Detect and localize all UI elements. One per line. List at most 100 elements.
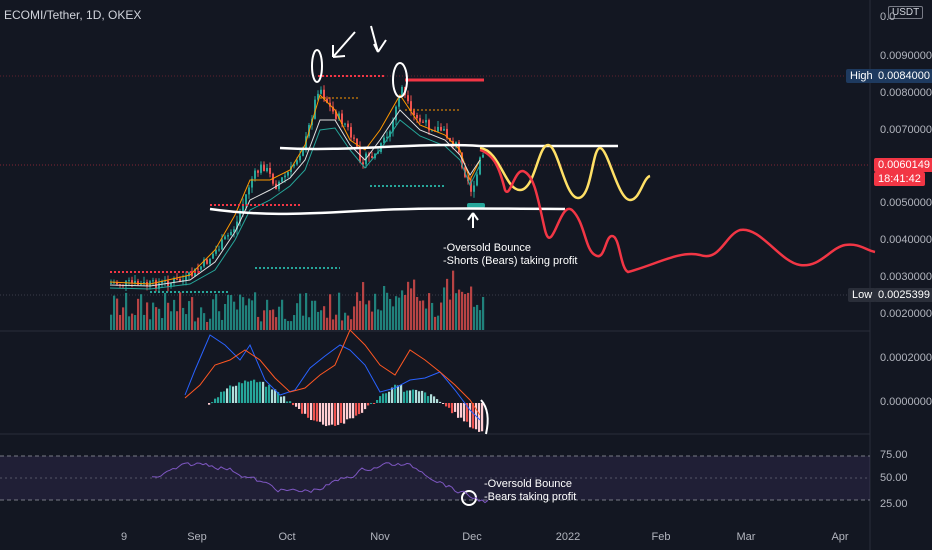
macd-hist-bar bbox=[271, 389, 274, 403]
candle-body bbox=[131, 280, 133, 284]
volume-bar bbox=[365, 304, 368, 330]
candle-body bbox=[224, 236, 226, 240]
macd-hist-bar bbox=[322, 403, 325, 425]
volume-bar bbox=[233, 301, 236, 330]
macd-hist-bar bbox=[214, 398, 217, 403]
candle-body bbox=[431, 130, 433, 132]
candle-body bbox=[443, 128, 445, 131]
time-axis-label: 9 bbox=[120, 531, 128, 543]
candle-body bbox=[143, 282, 145, 284]
drawn-arrow-2 bbox=[370, 25, 387, 53]
volume-bar bbox=[419, 300, 422, 330]
macd-hist-bar bbox=[406, 390, 409, 403]
macd-hist-bar bbox=[394, 384, 397, 403]
volume-bar bbox=[203, 313, 206, 330]
macd-hist-bar bbox=[472, 403, 475, 429]
macd-hist-bar bbox=[208, 403, 211, 405]
candle-body bbox=[128, 280, 130, 282]
candle-body bbox=[206, 259, 208, 264]
candle-body bbox=[428, 120, 430, 131]
candle-body bbox=[362, 162, 364, 165]
drawn-arrow-up bbox=[467, 212, 479, 228]
drawn-wave-yellow[interactable] bbox=[479, 143, 651, 202]
macd-axis-tick: 0.0000000 bbox=[880, 396, 932, 408]
macd-hist-bar bbox=[442, 403, 445, 404]
volume-bar bbox=[260, 321, 263, 330]
candle-body bbox=[281, 177, 283, 182]
volume-bar bbox=[329, 294, 332, 330]
candle-body bbox=[110, 282, 112, 284]
current-price-tag: 0.0060149 bbox=[874, 158, 932, 172]
volume-bar bbox=[254, 292, 257, 330]
candle-body bbox=[137, 280, 139, 285]
volume-bar bbox=[371, 311, 374, 330]
macd-hist-bar bbox=[418, 391, 421, 403]
volume-bar bbox=[170, 311, 173, 330]
macd-hist-bar bbox=[238, 382, 241, 403]
volume-bar bbox=[128, 316, 131, 330]
macd-hist-bar bbox=[391, 387, 394, 403]
volume-bar bbox=[383, 285, 386, 330]
macd-hist-bar bbox=[226, 388, 229, 403]
rsi-annotation[interactable]: -Oversold Bounce -Bears taking profit bbox=[484, 478, 576, 504]
volume-bar bbox=[377, 309, 380, 330]
macd-hist-bar bbox=[400, 384, 403, 403]
candle-body bbox=[338, 113, 340, 119]
macd-hist-bar bbox=[430, 394, 433, 403]
candle-body bbox=[476, 174, 478, 186]
volume-bar bbox=[281, 299, 284, 330]
candle-body bbox=[440, 126, 442, 131]
volume-bar bbox=[176, 311, 179, 330]
drawn-circle-top-left bbox=[311, 49, 323, 83]
volume-bar bbox=[449, 299, 452, 330]
candle-body bbox=[455, 142, 457, 145]
currency-badge[interactable]: USDT bbox=[888, 6, 924, 19]
volume-bar bbox=[263, 310, 266, 330]
macd-histogram bbox=[208, 379, 484, 432]
volume-bar bbox=[308, 317, 311, 330]
volume-bar bbox=[164, 292, 167, 330]
macd-hist-bar bbox=[313, 403, 316, 421]
macd-hist-bar bbox=[481, 403, 484, 432]
volume-bar bbox=[389, 298, 392, 330]
macd-hist-bar bbox=[256, 382, 259, 403]
candle-body bbox=[215, 250, 217, 254]
support-marker-teal bbox=[467, 203, 485, 208]
macd-hist-bar bbox=[229, 385, 232, 403]
candlesticks[interactable] bbox=[110, 85, 484, 292]
time-axis-label: Sep bbox=[187, 531, 207, 543]
candle-body bbox=[245, 194, 247, 205]
candle-body bbox=[416, 115, 418, 119]
drawn-wave-red[interactable] bbox=[479, 148, 876, 274]
candle-body bbox=[299, 155, 301, 161]
candle-body bbox=[419, 118, 421, 122]
macd-hist-bar bbox=[448, 403, 451, 408]
volume-bar bbox=[113, 295, 116, 330]
candle-body bbox=[293, 164, 295, 167]
rsi-annotation-line-2: -Bears taking profit bbox=[484, 491, 577, 503]
candle-body bbox=[158, 283, 160, 289]
volume-bar bbox=[461, 291, 464, 330]
candle-body bbox=[227, 235, 229, 237]
high-label-tag: High bbox=[846, 69, 877, 83]
volume-bar bbox=[359, 300, 362, 330]
volume-bar bbox=[230, 295, 233, 330]
candle-body bbox=[254, 170, 256, 179]
volume-bar bbox=[137, 298, 140, 330]
drawn-resistance-curve[interactable] bbox=[279, 143, 618, 151]
macd-hist-bar bbox=[445, 403, 448, 407]
main-annotation[interactable]: -Oversold Bounce -Shorts (Bears) taking … bbox=[443, 242, 578, 268]
volume-bar bbox=[386, 292, 389, 330]
candle-body bbox=[263, 164, 265, 172]
volume-bar bbox=[470, 286, 473, 330]
macd-hist-bar bbox=[388, 391, 391, 403]
candle-body bbox=[371, 156, 373, 159]
symbol-title[interactable]: ECOMI/Tether, 1D, OKEX bbox=[4, 8, 142, 22]
candle-body bbox=[341, 113, 343, 125]
macd-hist-bar bbox=[283, 396, 286, 403]
macd-hist-bar bbox=[412, 389, 415, 403]
drawn-support-curve[interactable] bbox=[209, 207, 566, 216]
volume-bar bbox=[131, 313, 134, 330]
volume-bar bbox=[269, 310, 272, 330]
